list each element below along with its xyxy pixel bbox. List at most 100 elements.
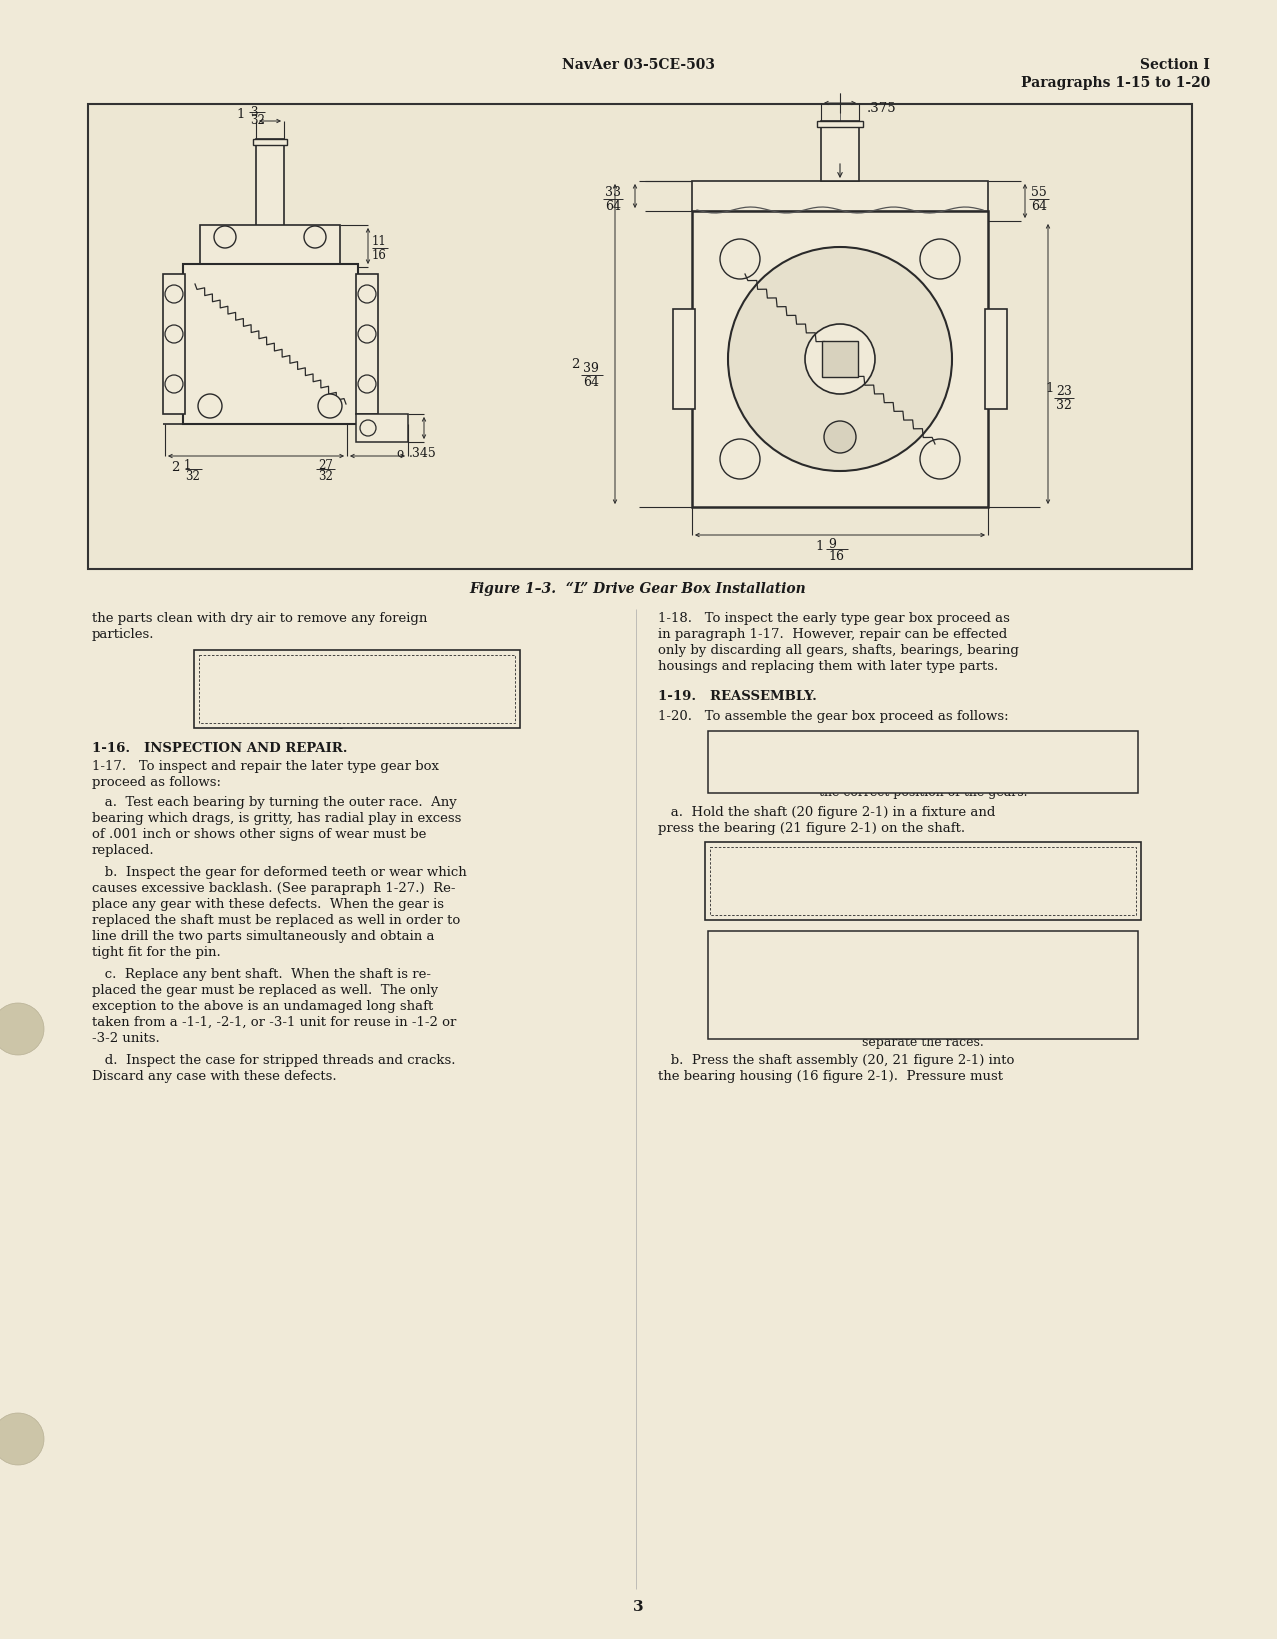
Text: the bearing housing (16 figure 2-1).  Pressure must: the bearing housing (16 figure 2-1). Pre… [658,1069,1002,1082]
Text: 64: 64 [1031,200,1047,213]
Bar [692,211,988,508]
Text: 33: 33 [605,185,621,198]
Text: the parts clean with dry air to remove any foreign: the parts clean with dry air to remove a… [92,611,428,624]
Text: 1-19.   REASSEMBLY.: 1-19. REASSEMBLY. [658,690,817,703]
Text: 64: 64 [584,375,599,388]
Bar [356,415,407,443]
Text: tight fit for the pin.: tight fit for the pin. [92,946,221,959]
Bar [710,847,1137,916]
Text: proceed as follows:: proceed as follows: [92,775,221,788]
Text: assembles on the short shaft are matched in: assembles on the short shaft are matched… [783,970,1064,983]
Circle shape [720,439,760,480]
Bar [88,105,1191,570]
Text: replaced the shaft must be replaced as well in order to: replaced the shaft must be replaced as w… [92,913,460,926]
Text: Note: Note [904,739,941,754]
Text: CAUTION: CAUTION [317,664,397,677]
Circle shape [318,395,342,418]
Text: b.  Press the shaft assembly (20, 21 figure 2-1) into: b. Press the shaft assembly (20, 21 figu… [658,1054,1014,1067]
Text: 32: 32 [185,470,200,484]
Text: a.  Test each bearing by turning the outer race.  Any: a. Test each bearing by turning the oute… [92,795,457,808]
Text: press the bearing (21 figure 2-1) on the shaft.: press the bearing (21 figure 2-1) on the… [658,821,965,834]
Text: 32: 32 [318,470,333,484]
Text: place any gear with these defects.  When the gear is: place any gear with these defects. When … [92,898,444,910]
Text: in paragraph 1-17.  However, repair can be effected: in paragraph 1-17. However, repair can b… [658,628,1008,641]
Bar [822,343,858,377]
Text: Figure 1–3.  “L” Drive Gear Box Installation: Figure 1–3. “L” Drive Gear Box Installat… [470,582,806,597]
Circle shape [358,375,375,393]
Text: pairs.  The two faces which must be placed: pairs. The two faces which must be place… [785,983,1060,997]
Circle shape [198,395,222,418]
Circle shape [358,326,375,344]
Text: housings and replacing them with later type parts.: housings and replacing them with later t… [658,659,999,672]
Text: 2: 2 [171,461,180,474]
Text: the outer rim of each bearing.  Insert a shim: the outer rim of each bearing. Insert a … [782,1010,1064,1023]
Circle shape [0,1003,43,1056]
Text: .345: .345 [409,447,437,459]
Circle shape [720,239,760,280]
Text: of .001 inch or shows other signs of wear must be: of .001 inch or shows other signs of wea… [92,828,427,841]
Circle shape [304,226,326,249]
Text: Properly identify the gear box before starting: Properly identify the gear box before st… [778,757,1068,770]
Text: together are identified by marriage marks on: together are identified by marriage mark… [779,997,1068,1010]
Text: 1: 1 [236,108,245,121]
Text: 2: 2 [571,359,578,372]
Bar [253,139,287,146]
Text: Paragraphs 1-15 to 1-20: Paragraphs 1-15 to 1-20 [1020,75,1211,90]
Bar [985,310,1008,410]
Bar [692,182,988,211]
Circle shape [215,226,236,249]
Text: the correct position of the gears.: the correct position of the gears. [819,785,1027,798]
Text: sure must be applied on the inner race only to: sure must be applied on the inner race o… [776,892,1070,905]
Text: bearing which drags, is gritty, has radial play in excess: bearing which drags, is gritty, has radi… [92,811,461,824]
Bar [817,121,863,128]
Bar [183,266,358,425]
FancyBboxPatch shape [194,651,520,729]
Text: 55: 55 [1031,185,1047,198]
Text: and refer to the applicable illustrations for: and refer to the applicable illustration… [787,772,1059,785]
Circle shape [0,1413,43,1465]
Circle shape [919,239,960,280]
Text: b.  Inspect the gear for deformed teeth or wear which: b. Inspect the gear for deformed teeth o… [92,865,467,879]
Text: particles.: particles. [92,628,155,641]
Circle shape [360,421,375,436]
Text: replaced.: replaced. [92,844,155,857]
FancyBboxPatch shape [705,842,1142,921]
Text: 3: 3 [250,107,258,120]
Text: line drill the two parts simultaneously and obtain a: line drill the two parts simultaneously … [92,929,434,942]
Text: The pair of bearings (11 figure 2-1) which: The pair of bearings (11 figure 2-1) whi… [789,957,1056,970]
Circle shape [805,325,875,395]
Text: 27: 27 [318,459,333,472]
Text: (11A figure 2-1) between the two bearings to: (11A figure 2-1) between the two bearing… [780,1023,1066,1036]
Circle shape [165,326,183,344]
Text: 32: 32 [1056,398,1071,411]
Bar [707,731,1138,793]
Text: Section I: Section I [1140,57,1211,72]
Text: Note: Note [904,939,941,954]
Text: 3: 3 [632,1600,644,1613]
Text: only by discarding all gears, shafts, bearings, bearing: only by discarding all gears, shafts, be… [658,644,1019,657]
Text: a.  Hold the shaft (20 figure 2-1) in a fixture and: a. Hold the shaft (20 figure 2-1) in a f… [658,805,995,818]
Text: 16: 16 [827,549,844,562]
Text: taken from a -1-1, -2-1, or -3-1 unit for reuse in -1-2 or: taken from a -1-1, -2-1, or -3-1 unit fo… [92,1016,456,1028]
Circle shape [728,247,951,472]
Bar [673,310,695,410]
Circle shape [358,285,375,303]
Text: 23: 23 [1056,385,1071,398]
Text: Carbon tetrachloride is not to be used for: Carbon tetrachloride is not to be used f… [225,685,489,698]
Text: c.  Replace any bent shaft.  When the shaft is re-: c. Replace any bent shaft. When the shaf… [92,967,432,980]
Text: -3-2 units.: -3-2 units. [92,1031,160,1044]
Text: 1-20.   To assemble the gear box proceed as follows:: 1-20. To assemble the gear box proceed a… [658,710,1009,723]
Text: .375: .375 [867,102,896,115]
Circle shape [165,285,183,303]
Bar [163,275,185,415]
Text: 1: 1 [1046,382,1054,395]
Text: 1-18.   To inspect the early type gear box proceed as: 1-18. To inspect the early type gear box… [658,611,1010,624]
Text: o: o [396,447,404,459]
Text: Discard any case with these defects.: Discard any case with these defects. [92,1069,337,1082]
Text: parts.: parts. [338,716,375,729]
Text: 64: 64 [605,200,621,213]
Text: d.  Inspect the case for stripped threads and cracks.: d. Inspect the case for stripped threads… [92,1054,456,1067]
Text: cleaning unprotected steel or aluminum alloy: cleaning unprotected steel or aluminum a… [213,700,501,713]
Text: 1: 1 [816,539,824,552]
Text: 39: 39 [584,362,599,375]
